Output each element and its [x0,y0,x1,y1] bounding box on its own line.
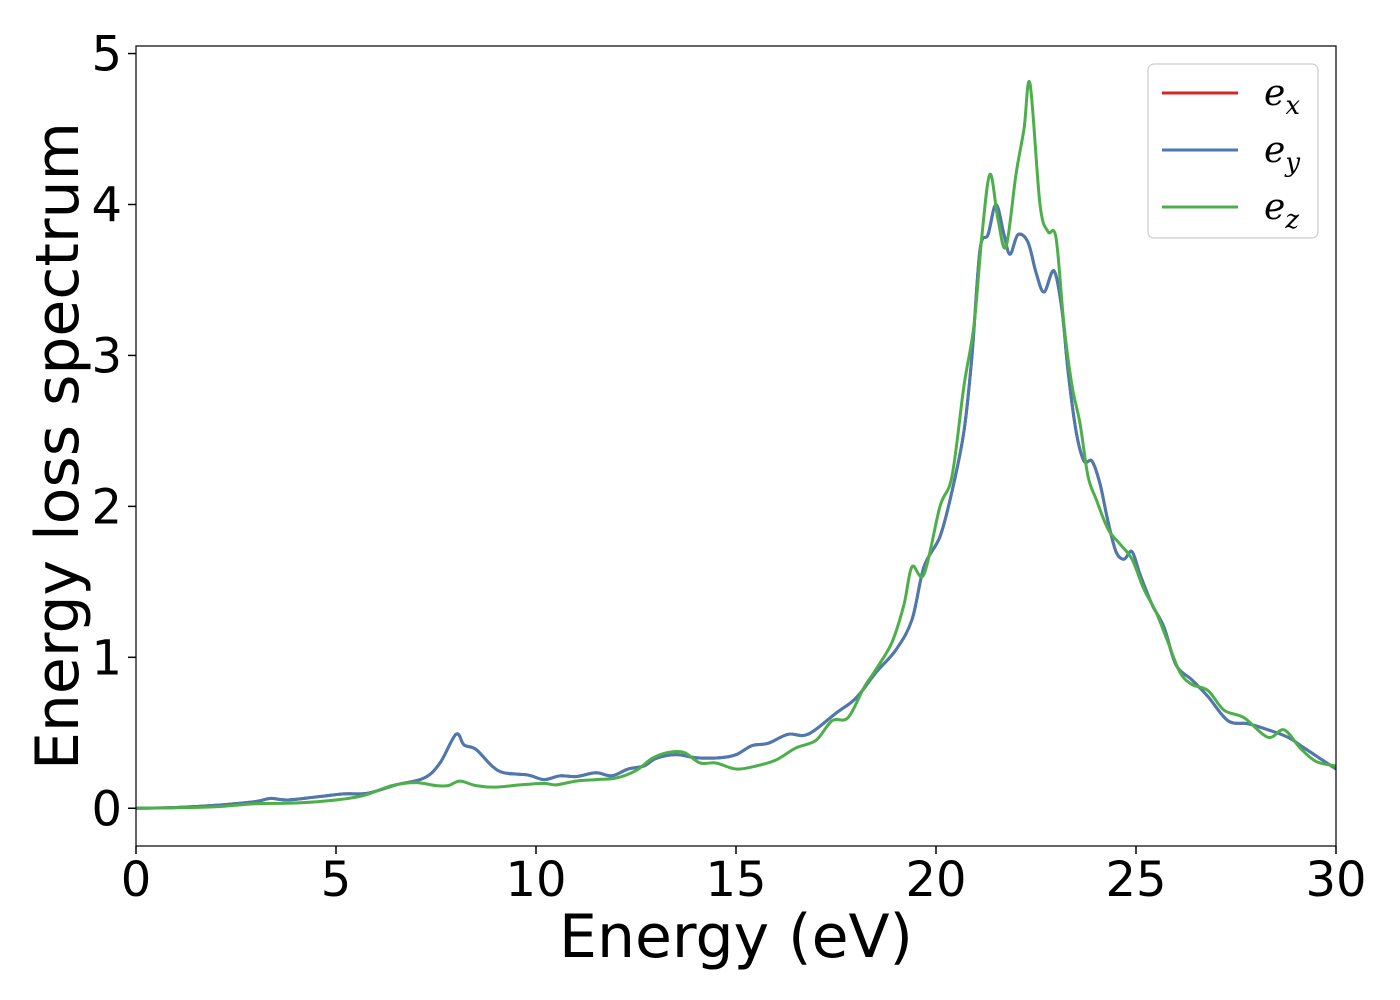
x-axis-title: Energy (eV) [559,902,913,972]
legend-label-e-z: ez [1264,187,1299,235]
x-axis: 0 5 10 15 20 25 30 [121,846,1367,908]
y-axis-title: Energy loss spectrum [23,122,93,770]
legend-label-subscript: z [1284,205,1299,235]
legend-label-base: e [1264,73,1285,114]
y-axis: 0 1 2 3 4 5 [91,27,136,837]
legend-label-e-y: ey [1264,130,1300,178]
x-tick-label: 25 [1105,852,1166,908]
y-tick-label: 4 [91,177,122,233]
series-line-e-y [136,202,1336,810]
legend-label-base: e [1264,130,1285,171]
legend-label-subscript: y [1284,148,1300,178]
x-tick-label: 30 [1305,852,1366,908]
x-tick-label: 20 [905,852,966,908]
legend-label-subscript: x [1285,91,1300,121]
y-tick-label: 0 [91,781,122,837]
x-tick-label: 10 [505,852,566,908]
legend-label-base: e [1264,187,1285,228]
y-tick-label: 2 [91,479,122,535]
y-tick-label: 5 [91,27,122,83]
x-tick-label: 15 [705,852,766,908]
series-layer [136,79,1336,810]
x-tick-label: 0 [121,852,152,908]
y-tick-label: 3 [91,328,122,384]
series-line-e-z [136,79,1336,810]
y-tick-label: 1 [91,630,122,686]
x-tick-label: 5 [321,852,352,908]
legend-label-e-x: ex [1264,73,1300,121]
